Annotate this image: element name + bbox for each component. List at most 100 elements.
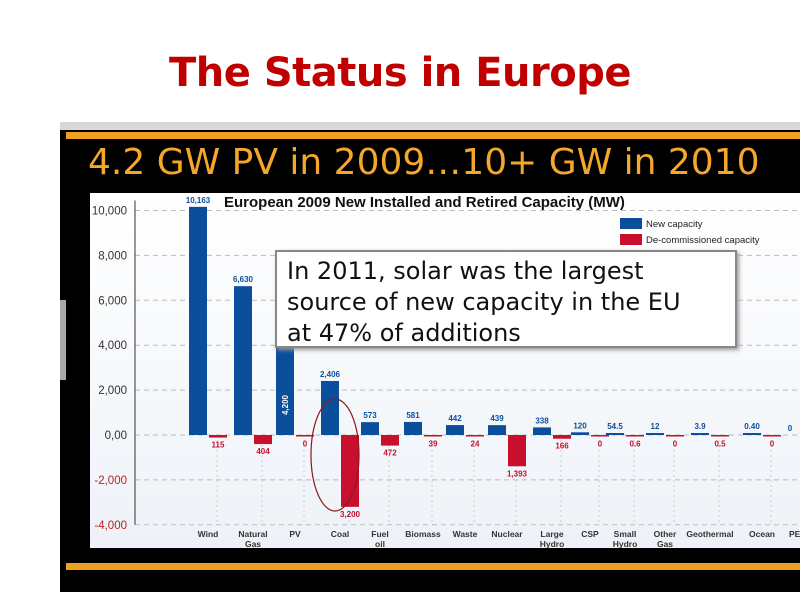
data-label-decommissioned: 0 xyxy=(673,440,678,449)
data-label-new: 12 xyxy=(651,422,660,431)
data-label-new: 0.40 xyxy=(744,422,760,431)
bar-decommissioned xyxy=(209,435,227,438)
x-tick-label: oil xyxy=(375,539,385,548)
x-tick-label: Small xyxy=(614,529,637,539)
data-label-decommissioned: 166 xyxy=(555,442,569,451)
data-label-decommissioned: 0 xyxy=(598,440,603,449)
y-tick-label: -4,000 xyxy=(94,520,127,532)
callout-box: In 2011, solar was the largest source of… xyxy=(275,250,737,348)
data-label-new: 573 xyxy=(363,411,377,420)
x-tick-label: Nuclear xyxy=(491,529,523,539)
y-tick-label: 2,000 xyxy=(98,385,127,397)
page-title: The Status in Europe xyxy=(169,50,631,96)
y-tick-label: 8,000 xyxy=(98,250,127,262)
bar-new-capacity xyxy=(488,425,506,435)
data-label-decommissioned: 472 xyxy=(383,449,397,458)
data-label-new: 54.5 xyxy=(607,422,623,431)
x-tick-label: Ocean xyxy=(749,529,775,539)
y-tick-label: 10,000 xyxy=(92,206,127,218)
data-label-decommissioned: 0 xyxy=(770,440,775,449)
data-label-new: 581 xyxy=(406,411,420,420)
x-tick-label: Gas xyxy=(245,539,261,548)
x-tick-label: Coal xyxy=(331,529,349,539)
legend-label-decommissioned: De-commissioned capacity xyxy=(646,235,760,246)
side-handle xyxy=(60,300,66,380)
x-tick-label: Wind xyxy=(198,529,219,539)
x-tick-label: Gas xyxy=(657,539,673,548)
bar-new-capacity xyxy=(691,433,709,435)
y-tick-label: 0,00 xyxy=(105,430,127,442)
bar-new-capacity xyxy=(606,433,624,435)
bar-decommissioned xyxy=(763,435,781,437)
data-label-new: 439 xyxy=(490,414,504,423)
orange-rule-top xyxy=(66,132,800,139)
data-label-new: 10,163 xyxy=(186,196,211,205)
bar-new-capacity xyxy=(404,421,422,435)
data-label-new: 0 xyxy=(788,424,793,433)
chart-title: European 2009 New Installed and Retired … xyxy=(224,194,625,211)
data-label-decommissioned: 1,393 xyxy=(507,469,528,478)
bar-new-capacity xyxy=(646,433,664,435)
callout-line: source of new capacity in the EU xyxy=(287,288,681,316)
y-tick-label: 4,000 xyxy=(98,340,127,352)
coal-highlight-circle xyxy=(310,398,360,512)
callout-line: In 2011, solar was the largest xyxy=(287,257,644,285)
data-label-new: 338 xyxy=(535,416,549,425)
legend-label-new: New capacity xyxy=(646,219,703,230)
bar-new-capacity xyxy=(234,286,252,435)
x-tick-label: Natural xyxy=(238,529,267,539)
bar-decommissioned xyxy=(591,435,609,437)
bar-decommissioned xyxy=(424,435,442,437)
bar-decommissioned xyxy=(508,435,526,467)
data-label-new: 6,630 xyxy=(233,275,254,284)
bar-decommissioned xyxy=(626,435,644,437)
x-tick-label: Large xyxy=(540,529,563,539)
data-label-new: 2,406 xyxy=(320,370,341,379)
toolbar-strip xyxy=(60,122,800,130)
data-label-decommissioned: 0 xyxy=(303,440,308,449)
x-tick-label: Geothermal xyxy=(686,529,733,539)
data-label-decommissioned: 0.6 xyxy=(629,440,641,449)
y-tick-label: -2,000 xyxy=(94,475,127,487)
orange-rule-bottom xyxy=(66,563,800,570)
x-tick-label: CSP xyxy=(581,529,599,539)
bar-decommissioned xyxy=(666,435,684,437)
data-label-decommissioned: 404 xyxy=(256,447,270,456)
x-tick-label: PEAT xyxy=(789,529,800,539)
data-label-decommissioned: 3,200 xyxy=(340,510,361,519)
bar-decommissioned xyxy=(553,435,571,439)
x-tick-label: Waste xyxy=(453,529,478,539)
callout-line: at 47% of additions xyxy=(287,319,521,347)
x-tick-label: Other xyxy=(654,529,677,539)
legend-swatch-decommissioned xyxy=(620,234,642,245)
x-tick-label: PV xyxy=(289,529,301,539)
bar-new-capacity xyxy=(361,422,379,435)
x-tick-label: Fuel xyxy=(371,529,388,539)
bar-decommissioned xyxy=(296,435,314,437)
bar-new-capacity xyxy=(571,432,589,435)
bar-new-capacity xyxy=(446,425,464,435)
bar-decommissioned xyxy=(254,435,272,445)
x-tick-label: Hydro xyxy=(540,539,565,548)
x-tick-label: Biomass xyxy=(405,529,441,539)
data-label-new: 442 xyxy=(448,414,462,423)
bar-decommissioned xyxy=(466,435,484,437)
data-label-decommissioned: 0.5 xyxy=(714,440,726,449)
slide-heading: 4.2 GW PV in 2009…10+ GW in 2010 xyxy=(88,142,760,183)
x-tick-label: Hydro xyxy=(613,539,638,548)
bar-decommissioned xyxy=(381,435,399,446)
y-tick-label: 6,000 xyxy=(98,295,127,307)
data-label-decommissioned: 24 xyxy=(471,440,480,449)
bar-new-capacity xyxy=(321,380,339,435)
data-label-decommissioned: 39 xyxy=(429,440,438,449)
bar-decommissioned xyxy=(341,435,359,507)
bar-new-capacity xyxy=(743,433,761,435)
data-label-new: 3.9 xyxy=(694,422,706,431)
bar-new-capacity xyxy=(276,340,294,435)
bar-new-capacity xyxy=(533,427,551,435)
data-label-new: 4,200 xyxy=(281,394,290,415)
data-label-decommissioned: 115 xyxy=(212,441,225,450)
data-label-new: 120 xyxy=(573,421,587,430)
bar-chart: 10,000 8,000 6,000 4,000 2,000 0,00 -2,000 -4,0… xyxy=(92,194,800,548)
chart-area: 10,000 8,000 6,000 4,000 2,000 0,00 -2,000 -4,0… xyxy=(90,193,800,548)
